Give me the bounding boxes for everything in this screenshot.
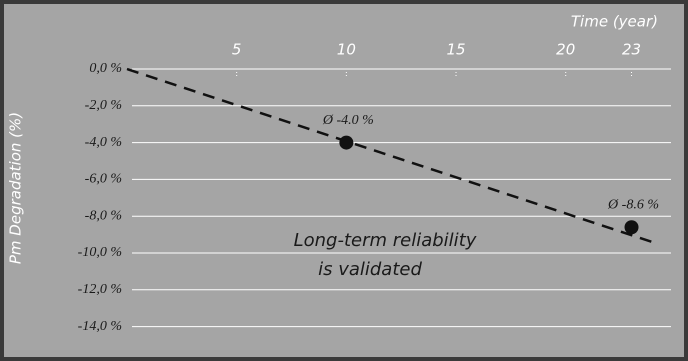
x-tick-label: 20 [556,41,575,59]
data-point [339,135,354,150]
y-tick-label: -2,0 % [85,98,122,113]
y-tick-label: -10,0 % [78,245,122,260]
annotation: is validated [318,259,422,280]
y-tick-label: -14,0 % [78,319,122,334]
data-point [624,220,639,235]
x-tick-label: 5 [232,41,242,59]
y-tick-label: 0,0 % [89,61,122,76]
y-tick-label: -6,0 % [85,172,122,187]
y-tick-label: -4,0 % [85,135,122,150]
annotation: Long-term reliability [294,230,477,251]
y-tick-label: -8,0 % [85,208,122,223]
y-tick-label: -12,0 % [78,282,122,297]
x-tick-label: 10 [337,41,356,59]
x-axis-title: Time (year) [571,13,658,31]
x-tick-label: 23 [622,41,641,59]
value-label: Ø -4.0 % [322,113,374,128]
trend-line [126,67,659,245]
x-tick-label: 15 [446,41,465,59]
value-label: Ø -8.6 % [607,197,659,212]
y-axis-title: Pm Degradation (%) [7,112,25,264]
